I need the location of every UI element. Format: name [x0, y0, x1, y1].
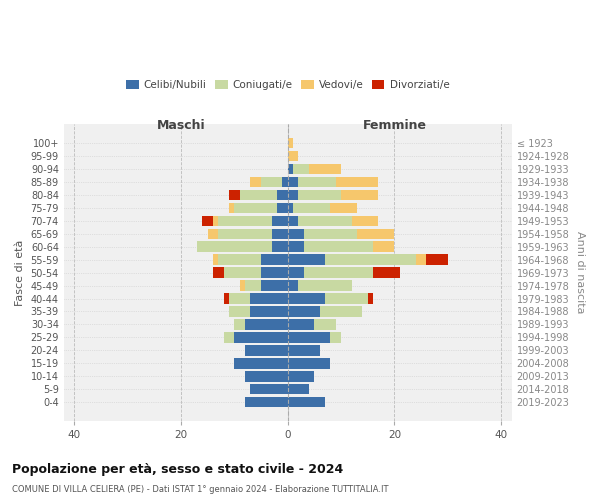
Bar [288, 384, 309, 394]
Bar [261, 268, 288, 278]
Bar [304, 268, 373, 278]
Bar [235, 320, 245, 330]
Bar [229, 190, 240, 200]
Y-axis label: Anni di nascita: Anni di nascita [575, 232, 585, 314]
Bar [331, 202, 357, 212]
Bar [240, 190, 277, 200]
Bar [298, 176, 336, 186]
Bar [288, 202, 293, 212]
Bar [250, 384, 288, 394]
Bar [341, 190, 379, 200]
Bar [304, 228, 357, 238]
Bar [352, 216, 379, 226]
Bar [427, 254, 448, 264]
Bar [240, 280, 245, 290]
Bar [288, 346, 320, 356]
Bar [261, 280, 288, 290]
Bar [288, 358, 331, 368]
Bar [218, 216, 272, 226]
Bar [245, 346, 288, 356]
Bar [250, 176, 261, 186]
Bar [288, 332, 331, 342]
Bar [277, 202, 288, 212]
Bar [320, 306, 362, 316]
Bar [218, 254, 261, 264]
Bar [373, 242, 394, 252]
Bar [288, 176, 298, 186]
Bar [309, 164, 341, 173]
Bar [245, 320, 288, 330]
Bar [288, 138, 293, 147]
Bar [235, 358, 288, 368]
Bar [288, 216, 298, 226]
Bar [272, 228, 288, 238]
Bar [224, 268, 261, 278]
Bar [293, 202, 331, 212]
Bar [293, 164, 309, 173]
Bar [314, 320, 336, 330]
Bar [235, 332, 288, 342]
Bar [224, 294, 229, 304]
Text: Maschi: Maschi [157, 120, 205, 132]
Bar [277, 190, 288, 200]
Bar [288, 398, 325, 407]
Text: Popolazione per età, sesso e stato civile - 2024: Popolazione per età, sesso e stato civil… [12, 462, 343, 475]
Bar [357, 228, 394, 238]
Bar [288, 150, 298, 160]
Bar [336, 176, 379, 186]
Bar [298, 190, 341, 200]
Bar [213, 268, 224, 278]
Bar [202, 216, 213, 226]
Bar [288, 190, 298, 200]
Bar [213, 216, 218, 226]
Y-axis label: Fasce di età: Fasce di età [15, 240, 25, 306]
Text: Femmine: Femmine [362, 120, 427, 132]
Bar [288, 242, 304, 252]
Bar [288, 306, 320, 316]
Bar [261, 176, 283, 186]
Bar [325, 294, 368, 304]
Bar [229, 306, 250, 316]
Bar [250, 306, 288, 316]
Bar [288, 320, 314, 330]
Bar [288, 372, 314, 382]
Bar [288, 294, 325, 304]
Bar [416, 254, 427, 264]
Legend: Celibi/Nubili, Coniugati/e, Vedovi/e, Divorziati/e: Celibi/Nubili, Coniugati/e, Vedovi/e, Di… [122, 76, 454, 94]
Bar [288, 228, 304, 238]
Bar [298, 280, 352, 290]
Bar [250, 294, 288, 304]
Bar [213, 254, 218, 264]
Bar [373, 268, 400, 278]
Bar [304, 242, 373, 252]
Bar [197, 242, 272, 252]
Bar [229, 202, 235, 212]
Bar [245, 280, 261, 290]
Bar [218, 228, 272, 238]
Bar [298, 216, 352, 226]
Bar [245, 372, 288, 382]
Bar [368, 294, 373, 304]
Bar [224, 332, 235, 342]
Text: COMUNE DI VILLA CELIERA (PE) - Dati ISTAT 1° gennaio 2024 - Elaborazione TUTTITA: COMUNE DI VILLA CELIERA (PE) - Dati ISTA… [12, 485, 389, 494]
Bar [283, 176, 288, 186]
Bar [288, 280, 298, 290]
Bar [208, 228, 218, 238]
Bar [288, 268, 304, 278]
Bar [288, 254, 325, 264]
Bar [245, 398, 288, 407]
Bar [261, 254, 288, 264]
Bar [272, 216, 288, 226]
Bar [325, 254, 416, 264]
Bar [272, 242, 288, 252]
Bar [331, 332, 341, 342]
Bar [288, 164, 293, 173]
Bar [235, 202, 277, 212]
Bar [229, 294, 250, 304]
